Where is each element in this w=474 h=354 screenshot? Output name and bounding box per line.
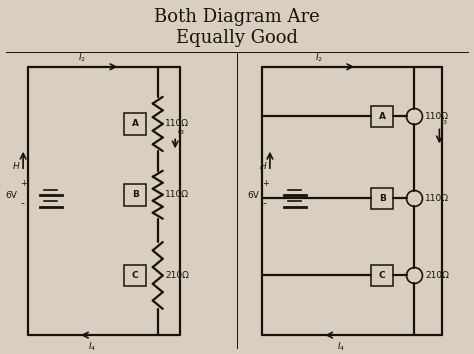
Text: Equally Good: Equally Good	[176, 29, 298, 47]
Text: A: A	[379, 112, 385, 121]
Text: $I_4$: $I_4$	[88, 340, 96, 353]
Bar	[371, 264, 393, 286]
Text: 6V: 6V	[6, 192, 18, 200]
Text: $I_3$: $I_3$	[177, 125, 185, 137]
Text: 210Ω: 210Ω	[426, 271, 449, 280]
Text: 210Ω: 210Ω	[165, 271, 189, 280]
Text: +: +	[263, 179, 269, 188]
Bar	[124, 264, 146, 286]
Text: -: -	[263, 198, 266, 208]
Text: C: C	[379, 271, 385, 280]
Text: $I_3$: $I_3$	[440, 115, 448, 127]
Text: H: H	[13, 162, 20, 171]
Text: +: +	[21, 179, 27, 188]
Text: 110Ω: 110Ω	[426, 112, 449, 121]
Text: 6V: 6V	[247, 192, 259, 200]
Text: B: B	[132, 190, 139, 199]
Text: -: -	[21, 198, 25, 208]
Text: Both Diagram Are: Both Diagram Are	[154, 8, 320, 26]
Bar	[371, 105, 393, 127]
Text: C: C	[132, 271, 138, 280]
Text: 110Ω: 110Ω	[165, 190, 189, 199]
Text: $I_4$: $I_4$	[337, 340, 346, 353]
Text: $I_2$: $I_2$	[78, 52, 86, 64]
Text: H: H	[260, 162, 267, 171]
Bar	[124, 184, 146, 206]
Bar	[124, 113, 146, 135]
Text: 110Ω: 110Ω	[426, 194, 449, 203]
Text: A: A	[132, 119, 139, 129]
Text: $I_2$: $I_2$	[315, 52, 323, 64]
Text: B: B	[379, 194, 385, 203]
Bar	[371, 188, 393, 210]
Text: 110Ω: 110Ω	[165, 119, 189, 129]
